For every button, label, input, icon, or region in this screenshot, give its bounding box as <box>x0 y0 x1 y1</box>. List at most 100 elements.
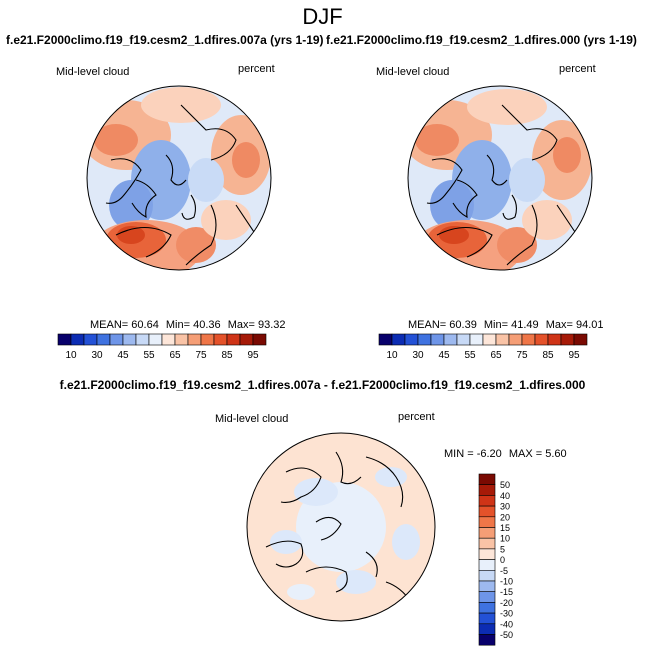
colorbar-swatch <box>417 333 432 346</box>
colorbar-right: 10 30 45 55 65 75 85 95 <box>378 333 588 361</box>
panel-left-min: 40.36 <box>193 319 221 331</box>
colorbar-tick-label: 0 <box>500 555 505 565</box>
colorbar-swatch <box>521 333 536 346</box>
colorbar-swatch <box>148 333 163 346</box>
panel-right-min: 41.49 <box>511 319 539 331</box>
panel-right-mean-label: MEAN= <box>408 319 447 331</box>
colorbar-swatch <box>404 333 419 346</box>
colorbar-tick-label: -30 <box>500 609 513 619</box>
colorbar-swatch <box>469 333 484 346</box>
colorbar-swatch <box>200 333 215 346</box>
map-diff <box>246 432 436 622</box>
colorbar-swatch <box>482 333 497 346</box>
colorbar-swatch <box>430 333 445 346</box>
colorbar-tick-label: 30 <box>500 502 510 512</box>
colorbar-tick-label: -15 <box>500 587 513 597</box>
colorbar-swatch <box>109 333 124 346</box>
panel-diff-min: -6.20 <box>476 448 502 460</box>
panel-diff-title: f.e21.F2000climo.f19_f19.cesm2_1.dfires.… <box>59 378 586 392</box>
colorbar-tick-label: 55 <box>464 350 476 361</box>
colorbar-tick-label: 95 <box>247 350 259 361</box>
colorbar-swatch <box>478 623 496 635</box>
colorbar-tick-label: 5 <box>500 544 505 554</box>
panel-right-variable: Mid-level cloud <box>376 66 450 78</box>
colorbar-tick-label: 45 <box>438 350 450 361</box>
colorbar-swatch <box>478 484 496 496</box>
colorbar-swatch <box>478 591 496 603</box>
colorbar-swatch <box>478 570 496 582</box>
colorbar-swatch <box>495 333 510 346</box>
panel-left-units: percent <box>238 63 275 75</box>
colorbar-tick-label: 15 <box>500 523 510 533</box>
colorbar-swatch <box>252 333 267 346</box>
panel-left-variable: Mid-level cloud <box>56 66 130 78</box>
colorbar-tick-label: -10 <box>500 577 513 587</box>
colorbar-swatch <box>478 537 496 550</box>
colorbar-swatch <box>573 333 588 346</box>
colorbar-tick-label: 55 <box>143 350 155 361</box>
colorbar-swatch <box>478 612 496 625</box>
colorbar-tick-label: 85 <box>542 350 554 361</box>
panel-right-title: f.e21.F2000climo.f19_f19.cesm2_1.dfires.… <box>326 33 637 47</box>
panel-diff-units: percent <box>398 411 435 423</box>
colorbar-swatch <box>174 333 189 346</box>
panel-left-max-label: Max= <box>227 319 255 331</box>
colorbar-swatch <box>187 333 202 346</box>
colorbar-swatch <box>239 333 254 346</box>
colorbar-swatch <box>478 505 496 518</box>
colorbar-swatch <box>508 333 523 346</box>
panel-left-min-label: Min= <box>165 319 191 331</box>
colorbar-swatch <box>213 333 228 346</box>
colorbar-tick-label: 65 <box>169 350 181 361</box>
colorbar-swatch <box>478 516 496 528</box>
colorbar-swatch <box>83 333 98 346</box>
colorbar-swatch <box>478 548 496 560</box>
page-title: DJF <box>302 4 343 29</box>
colorbar-tick-label: 40 <box>500 491 510 501</box>
panel-diff-variable: Mid-level cloud <box>215 413 289 425</box>
panel-diff-max: 5.60 <box>545 448 567 460</box>
colorbar-swatch <box>478 473 496 485</box>
panel-right-max-label: Max= <box>545 319 573 331</box>
colorbar-tick-label: 10 <box>386 350 398 361</box>
colorbar-swatch <box>135 333 150 346</box>
colorbar-swatch <box>456 333 471 346</box>
colorbar-tick-label: 95 <box>568 350 580 361</box>
panel-diff-min-label: MIN = <box>444 448 474 460</box>
colorbar-swatch <box>478 580 496 592</box>
panel-left-max: 93.32 <box>257 319 286 331</box>
colorbar-tick-label: -40 <box>500 619 513 629</box>
colorbar-swatch <box>560 333 575 346</box>
colorbar-swatch <box>378 333 393 346</box>
colorbar-swatch <box>122 333 137 346</box>
panel-right-max: 94.01 <box>575 319 604 331</box>
colorbar-swatch <box>478 495 496 507</box>
colorbar-swatch <box>57 333 72 346</box>
colorbar-swatch <box>534 333 549 346</box>
colorbar-swatch <box>478 634 496 646</box>
colorbar-swatch <box>96 333 111 346</box>
colorbar-left: 10 30 45 55 65 75 85 95 <box>57 333 267 361</box>
colorbar-tick-label: 50 <box>500 480 510 490</box>
colorbar-swatch <box>226 333 241 346</box>
colorbar-tick-label: -50 <box>500 630 513 640</box>
colorbar-tick-label: -20 <box>500 598 513 608</box>
colorbar-tick-label: 45 <box>117 350 129 361</box>
panel-diff-max-label: MAX = <box>508 448 543 460</box>
colorbar-tick-label: 20 <box>500 512 510 522</box>
colorbar-tick-label: 10 <box>65 350 77 361</box>
panel-left-mean: 60.64 <box>131 319 159 331</box>
colorbar-swatch <box>391 333 406 346</box>
colorbar-swatch <box>443 333 458 346</box>
colorbar-swatch <box>547 333 562 346</box>
map-right <box>407 85 593 271</box>
colorbar-tick-label: 65 <box>490 350 502 361</box>
colorbar-tick-label: -5 <box>500 566 508 576</box>
panel-right-min-label: Min= <box>483 319 509 331</box>
colorbar-swatch <box>70 333 85 346</box>
map-left <box>86 85 272 271</box>
panel-left-mean-label: MEAN= <box>90 319 129 331</box>
colorbar-swatch <box>478 559 496 571</box>
colorbar-tick-label: 85 <box>221 350 233 361</box>
